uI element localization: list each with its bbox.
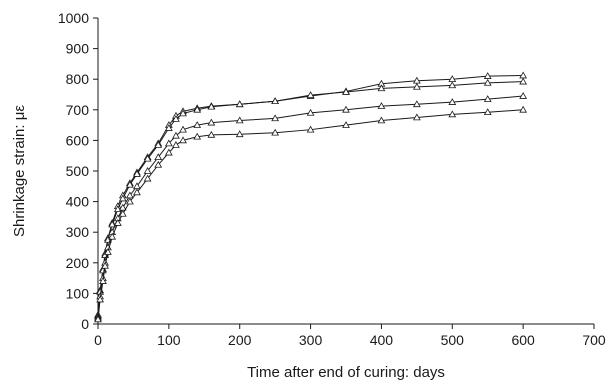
x-tick-label: 100: [157, 332, 181, 348]
data-point-marker: [179, 136, 187, 144]
data-point-marker: [235, 130, 244, 138]
series-layer: [94, 71, 528, 323]
y-tick-label: 800: [66, 71, 90, 87]
data-point-marker: [154, 160, 163, 168]
data-point-marker: [342, 88, 350, 95]
data-point-marker: [448, 81, 457, 89]
data-point-marker: [412, 113, 421, 121]
data-point-marker: [342, 121, 350, 128]
data-point-marker: [143, 154, 152, 162]
data-point-marker: [94, 315, 102, 323]
data-point-marker: [104, 248, 112, 255]
data-point-marker: [143, 174, 152, 182]
x-axis-title: Time after end of curing: days: [247, 364, 445, 381]
data-point-marker: [271, 114, 280, 122]
data-point-marker: [207, 118, 216, 126]
data-point-marker: [179, 109, 187, 117]
data-point-marker: [271, 97, 280, 105]
data-point-marker: [306, 91, 315, 98]
data-point-marker: [448, 98, 457, 105]
data-point-marker: [412, 82, 421, 90]
data-point-marker: [235, 100, 244, 108]
data-point-marker: [519, 92, 528, 99]
data-point-marker: [235, 116, 244, 124]
data-point-marker: [448, 110, 457, 118]
series-4: [94, 105, 528, 323]
data-point-marker: [133, 170, 141, 177]
data-point-marker: [483, 78, 492, 86]
data-point-marker: [118, 194, 127, 202]
series-2: [94, 77, 528, 320]
series-line: [97, 81, 524, 317]
data-point-marker: [164, 148, 173, 156]
y-tick-label: 700: [66, 102, 90, 118]
x-tick-label: 200: [228, 332, 252, 348]
data-point-marker: [108, 232, 117, 240]
data-point-marker: [126, 180, 134, 188]
data-point-marker: [172, 114, 180, 122]
x-tick-label: 600: [511, 332, 535, 348]
data-point-marker: [193, 105, 202, 113]
data-point-marker: [133, 188, 141, 196]
data-point-marker: [164, 124, 173, 131]
y-tick-label: 100: [66, 285, 90, 301]
data-point-marker: [519, 105, 528, 113]
data-point-marker: [483, 108, 492, 116]
x-tick-label: 500: [441, 332, 465, 348]
y-tick-label: 400: [66, 194, 90, 210]
data-point-marker: [154, 140, 163, 148]
data-point-marker: [412, 100, 421, 108]
data-point-marker: [164, 139, 173, 147]
data-point-marker: [108, 220, 117, 228]
tick-labels: 0 100 200 300 400 500 600 700 800 900 1000 0 100 200 3…: [58, 10, 606, 348]
data-point-marker: [342, 105, 350, 113]
y-axis-title: Shrinkage strain: με: [11, 105, 28, 237]
data-point-marker: [126, 197, 134, 205]
y-tick-label: 1000: [58, 10, 89, 26]
data-point-marker: [96, 295, 105, 303]
x-tick-label: 0: [94, 332, 102, 348]
y-tick-label: 300: [66, 224, 90, 240]
data-point-marker: [377, 102, 386, 109]
axes: [93, 17, 595, 329]
x-tick-label: 300: [299, 332, 323, 348]
data-point-marker: [377, 84, 386, 92]
y-tick-label: 900: [66, 41, 90, 57]
data-point-marker: [113, 219, 122, 226]
data-point-marker: [154, 153, 163, 161]
data-point-marker: [483, 72, 492, 79]
data-point-marker: [179, 125, 187, 133]
series-line: [97, 109, 524, 320]
x-tick-label: 400: [370, 332, 394, 348]
data-point-marker: [172, 131, 180, 139]
y-tick-label: 200: [66, 255, 90, 271]
data-point-marker: [207, 130, 216, 138]
y-tick-label: 0: [81, 316, 89, 332]
data-point-marker: [193, 121, 202, 128]
data-point-marker: [99, 277, 107, 284]
data-point-marker: [483, 95, 492, 102]
data-point-marker: [207, 102, 216, 110]
y-tick-label: 500: [66, 163, 90, 179]
data-point-marker: [193, 132, 202, 140]
data-point-marker: [172, 140, 180, 148]
data-point-marker: [306, 125, 315, 133]
data-point-marker: [118, 209, 127, 217]
data-point-marker: [306, 108, 315, 116]
data-point-marker: [271, 128, 280, 136]
x-tick-label: 700: [582, 332, 606, 348]
data-point-marker: [101, 261, 109, 269]
data-point-marker: [377, 116, 386, 124]
y-tick-label: 600: [66, 132, 90, 148]
data-point-marker: [519, 77, 528, 85]
data-point-marker: [143, 166, 152, 174]
